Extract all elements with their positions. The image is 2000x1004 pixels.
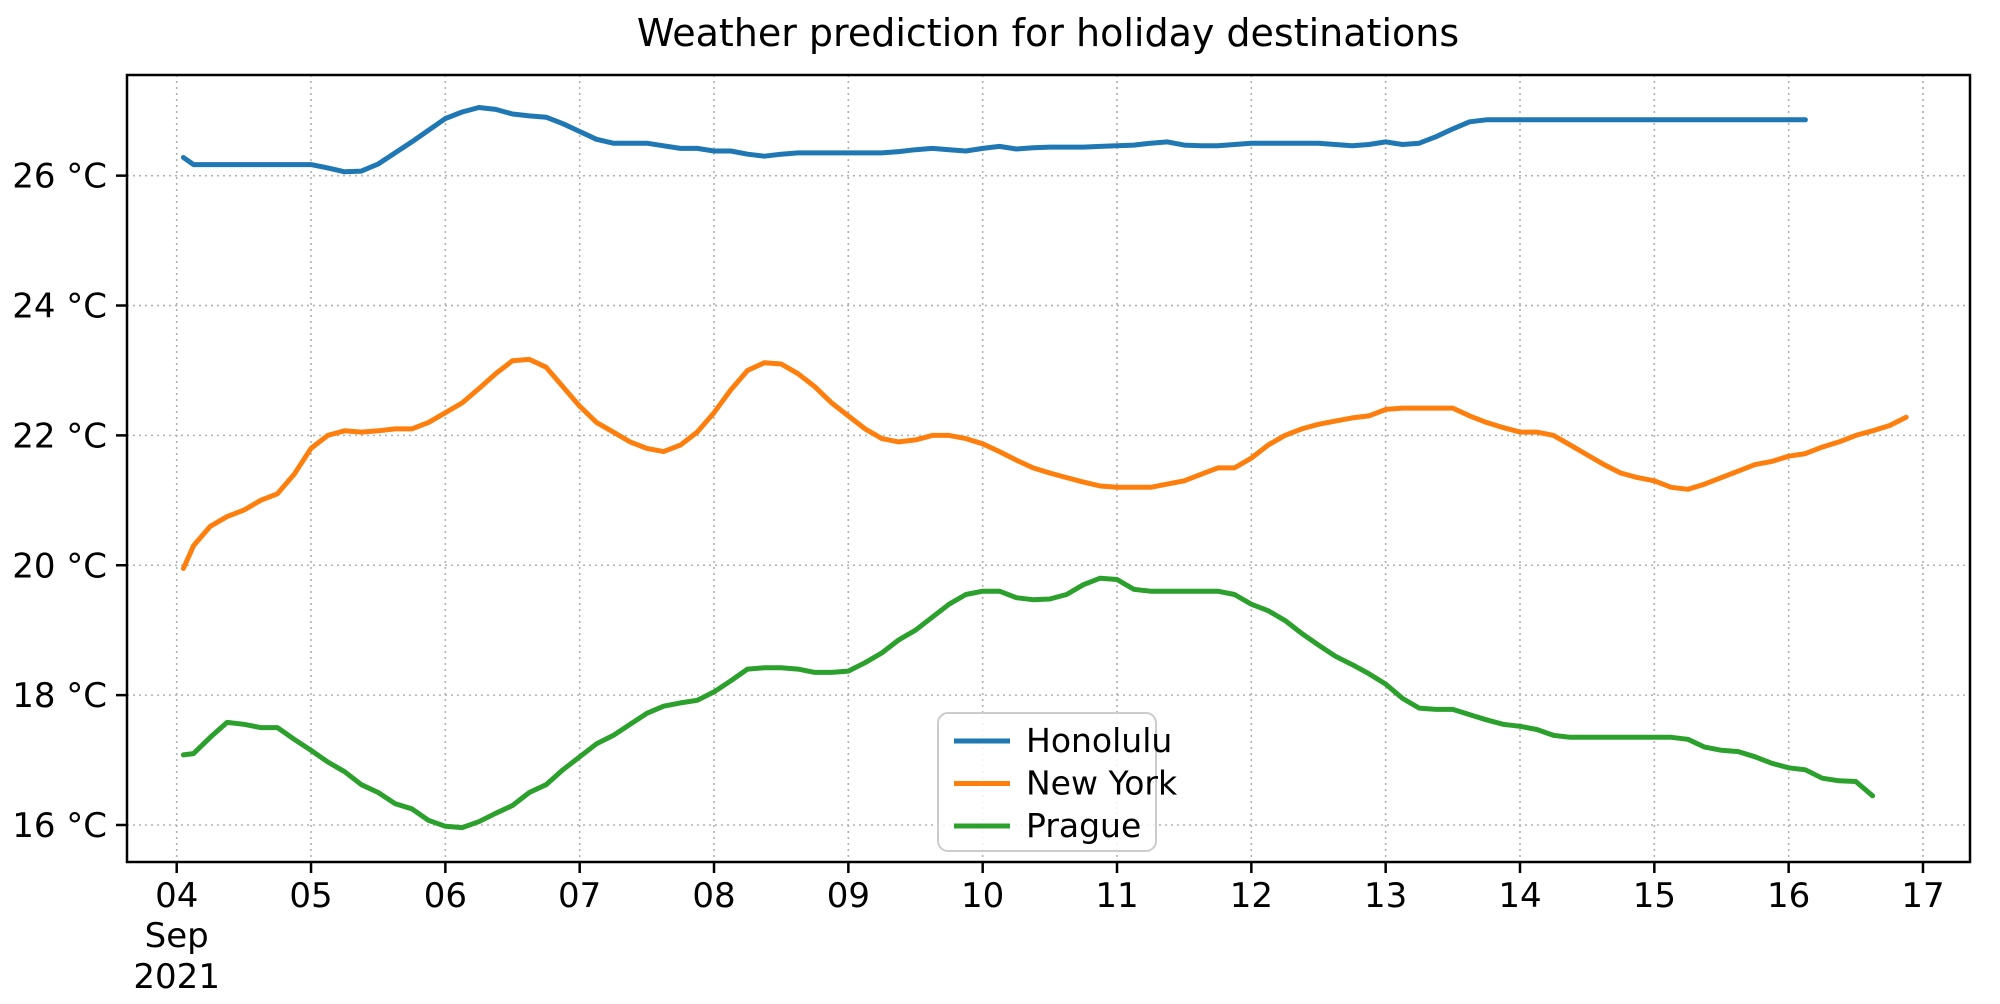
y-tick-label: 26 °C	[12, 157, 107, 197]
y-tick-label: 20 °C	[12, 546, 107, 586]
x-tick-label: 04	[155, 876, 198, 916]
series-layer	[180, 105, 1909, 831]
x-tick-label: 09	[827, 876, 870, 916]
series-line-honolulu	[180, 105, 1808, 175]
legend-label-prague: Prague	[1026, 806, 1141, 845]
y-tick-label: 22 °C	[12, 416, 107, 456]
x-tick-label: 13	[1364, 876, 1407, 916]
x-tick-label: 14	[1498, 876, 1541, 916]
series-line-prague	[180, 575, 1876, 831]
y-tick-label: 16 °C	[12, 806, 107, 846]
x-tick-label: 08	[692, 876, 735, 916]
plot-border	[125, 73, 1972, 864]
x-tick-label: 15	[1633, 876, 1676, 916]
x-tick-label: 10	[961, 876, 1004, 916]
x-axis-offset-label: 2021	[133, 957, 220, 997]
y-tick-label: 18 °C	[12, 676, 107, 716]
series-line-new-york	[180, 356, 1909, 571]
x-tick-label: 16	[1767, 876, 1810, 916]
x-tick-label: 11	[1095, 876, 1138, 916]
x-axis-offset-label: Sep	[145, 916, 209, 956]
legend-label-new-york: New York	[1026, 764, 1178, 803]
x-tick-label: 12	[1230, 876, 1273, 916]
legend-label-honolulu: Honolulu	[1026, 721, 1172, 760]
legend-box	[937, 712, 1157, 852]
x-tick-label: 06	[424, 876, 467, 916]
x-tick-label: 05	[289, 876, 332, 916]
y-tick-label: 24 °C	[12, 287, 107, 327]
x-tick-label: 07	[558, 876, 601, 916]
x-tick-label: 17	[1901, 876, 1944, 916]
chart-title: Weather prediction for holiday destinati…	[637, 11, 1459, 55]
